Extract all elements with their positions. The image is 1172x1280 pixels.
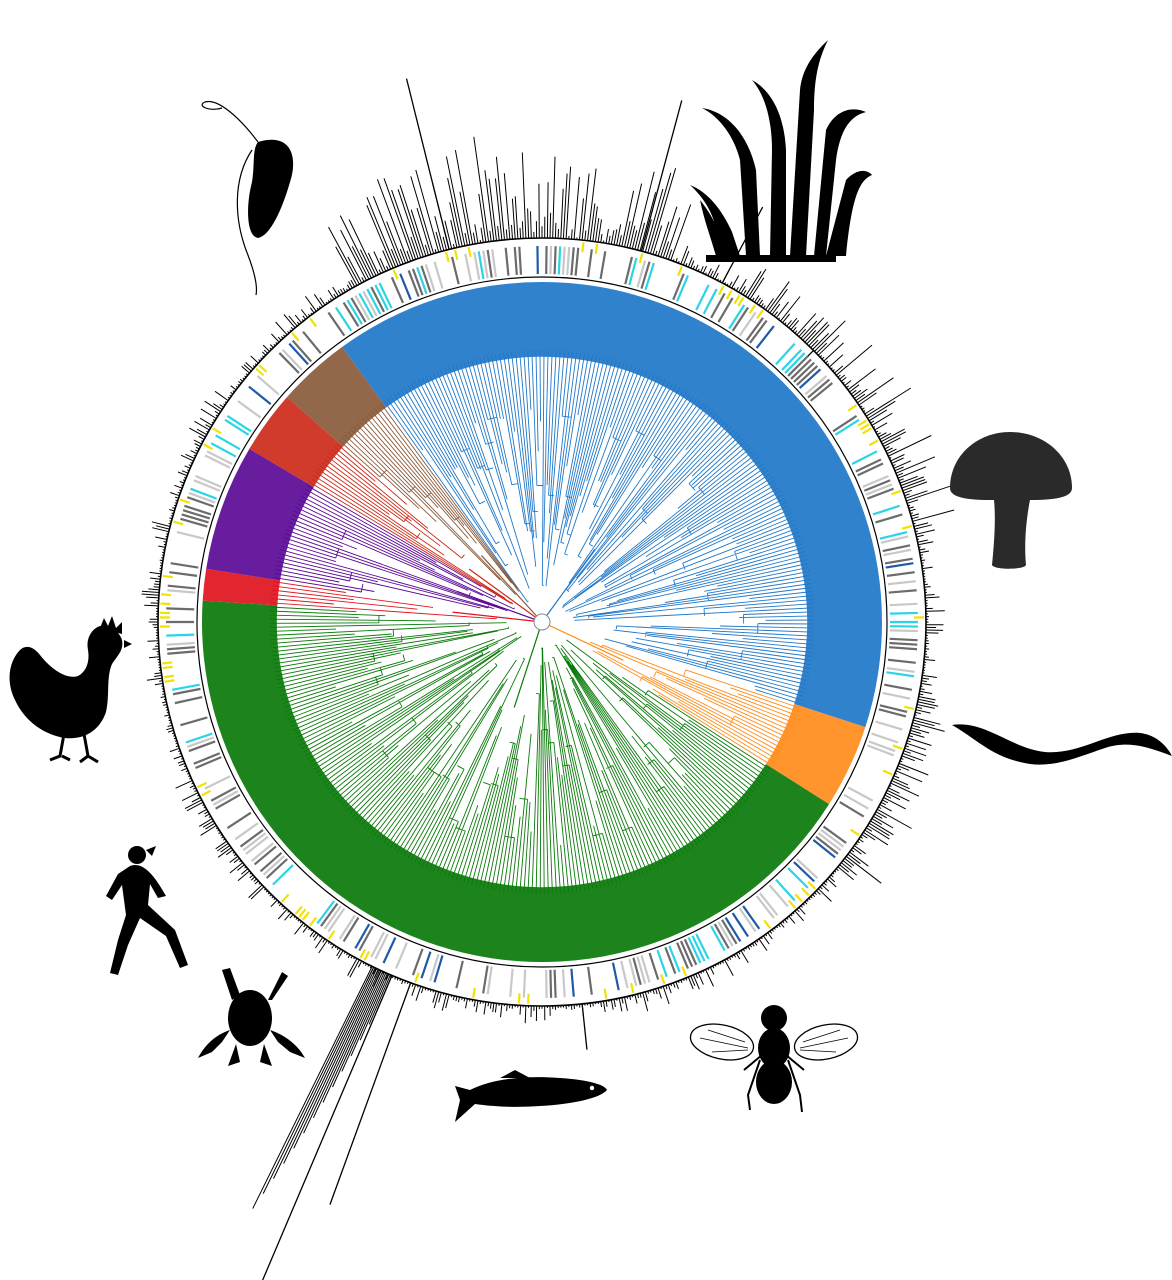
expression-bar-layer xyxy=(141,78,955,1280)
clade-3 xyxy=(202,568,543,623)
chicken-icon xyxy=(9,616,132,764)
fish-icon xyxy=(455,1070,607,1122)
clade-6 xyxy=(286,346,543,623)
worm-icon xyxy=(952,724,1172,765)
protist-icon xyxy=(201,100,294,296)
clade-2 xyxy=(202,600,830,962)
plant-icon xyxy=(690,40,872,262)
clade-tree xyxy=(202,282,882,962)
clade-1 xyxy=(541,621,866,805)
annotation-ring xyxy=(157,237,927,1007)
fly-icon xyxy=(689,1005,859,1113)
clade-0 xyxy=(342,282,882,728)
human-runner-icon xyxy=(106,846,188,975)
frog-icon xyxy=(198,968,305,1066)
mushroom-icon xyxy=(950,432,1072,569)
clade-4 xyxy=(206,448,543,623)
clade-5 xyxy=(249,397,543,623)
